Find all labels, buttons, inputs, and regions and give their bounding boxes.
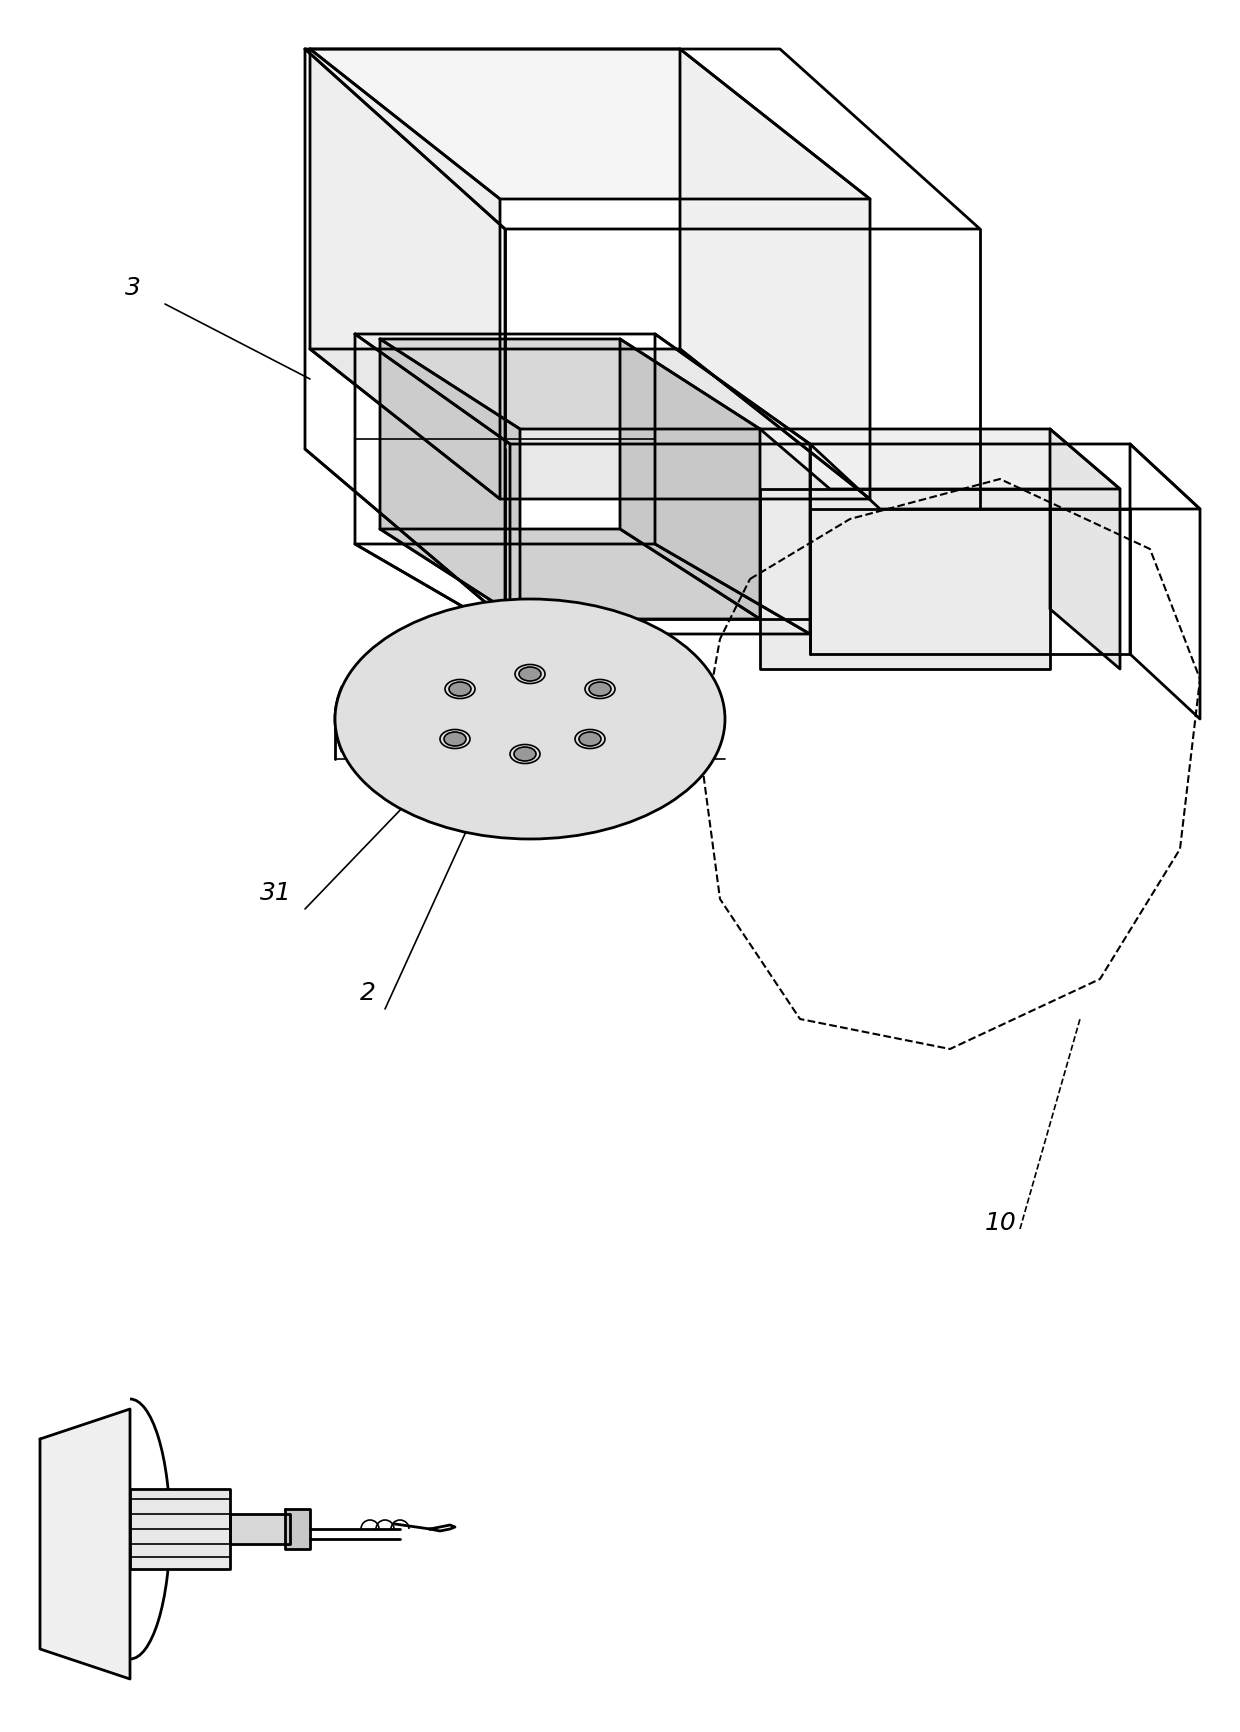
Polygon shape bbox=[620, 339, 760, 620]
Polygon shape bbox=[310, 350, 870, 501]
Polygon shape bbox=[40, 1410, 130, 1678]
Polygon shape bbox=[310, 50, 500, 501]
Polygon shape bbox=[480, 700, 510, 790]
Polygon shape bbox=[229, 1514, 290, 1545]
Polygon shape bbox=[379, 339, 760, 430]
Polygon shape bbox=[760, 430, 1120, 490]
Polygon shape bbox=[379, 339, 520, 620]
Polygon shape bbox=[285, 1509, 310, 1548]
Ellipse shape bbox=[335, 599, 725, 840]
Text: 3: 3 bbox=[125, 275, 141, 300]
Ellipse shape bbox=[449, 682, 471, 696]
Polygon shape bbox=[310, 50, 870, 199]
Ellipse shape bbox=[515, 748, 536, 762]
Polygon shape bbox=[760, 490, 1050, 670]
Polygon shape bbox=[379, 530, 760, 620]
Polygon shape bbox=[130, 1490, 229, 1569]
Polygon shape bbox=[1050, 430, 1120, 670]
Ellipse shape bbox=[520, 667, 541, 682]
Ellipse shape bbox=[589, 682, 611, 696]
Polygon shape bbox=[680, 50, 870, 501]
Text: 2: 2 bbox=[360, 980, 376, 1005]
Polygon shape bbox=[510, 729, 610, 790]
Ellipse shape bbox=[579, 733, 601, 746]
Polygon shape bbox=[480, 700, 610, 729]
Ellipse shape bbox=[444, 733, 466, 746]
Text: 10: 10 bbox=[985, 1211, 1017, 1235]
Text: 31: 31 bbox=[260, 880, 291, 904]
